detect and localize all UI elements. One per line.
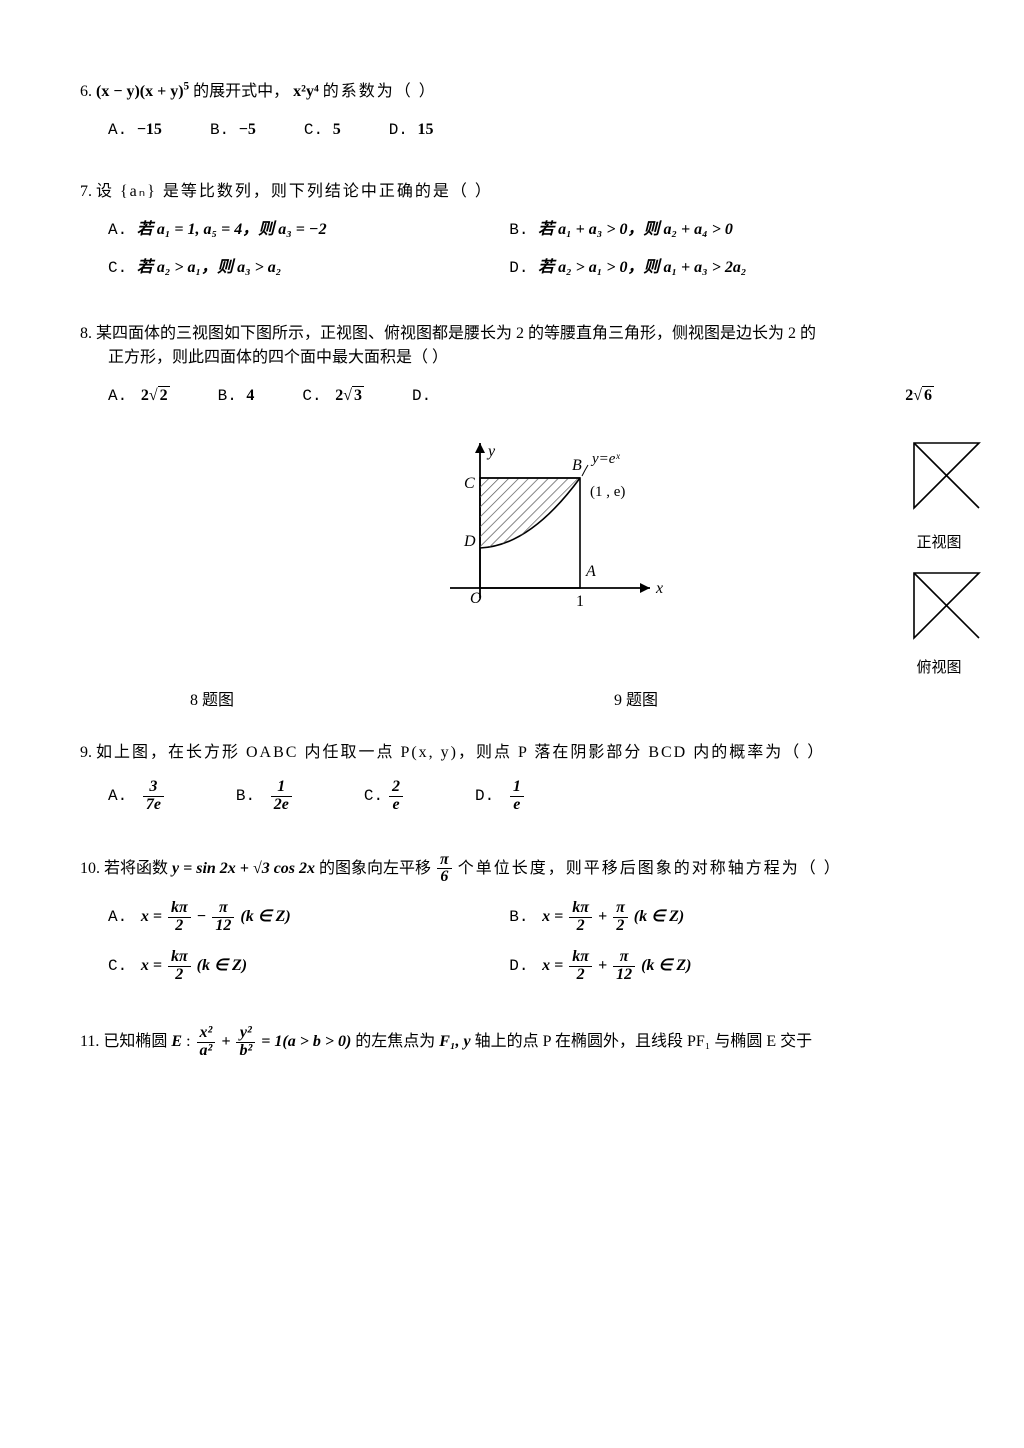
q9-opt-a: A. 37e [108, 779, 166, 814]
q8-options: A. 22 B. 4 C. 23 D. 26 [80, 384, 944, 418]
q11-stem: 11. 已知椭圆 E : x²a² + y²b² = 1(a > b > 0) … [80, 1025, 944, 1060]
lbl-y: y [486, 443, 496, 460]
q8-opt-b: B. 4 [218, 384, 255, 408]
question-11: 11. 已知椭圆 E : x²a² + y²b² = 1(a > b > 0) … [80, 1025, 944, 1060]
q10-post: 个单位长度，则平移后图象的对称轴方程为（ ） [458, 860, 842, 877]
q6-opt-a: A. −15 [108, 118, 162, 142]
q6-post: 的系数为（ ） [323, 83, 437, 100]
q7-opt-b: B. 若 a₁ + a₃ > 0，则 a₂ + a₄ > 0 [509, 218, 910, 242]
q7-opt-d: D. 若 a₂ > a₁ > 0，则 a₁ + a₃ > 2a₂ [509, 256, 910, 280]
q6-opt-c: C. 5 [304, 118, 341, 142]
q8-figure: 正视图 俯视图 [894, 428, 984, 679]
q11-number: 11. [80, 1033, 99, 1050]
q6-exp: 5 [184, 81, 190, 93]
q9-opt-c: C. 2e [364, 779, 405, 814]
q10-opt-c: C. x = kπ2 (k ∈ Z) [108, 949, 509, 984]
question-10: 10. 若将函数 y = sin 2x + √3 cos 2x 的图象向左平移 … [80, 852, 944, 998]
q10-opt-d: D. x = kπ2 + π12 (k ∈ Z) [509, 949, 910, 984]
q7-options: A. 若 a₁ = 1, a₅ = 4，则 a₃ = −2 B. 若 a₁ + … [80, 218, 944, 294]
question-7: 7. 设 {aₙ} 是等比数列，则下列结论中正确的是（ ） A. 若 a₁ = … [80, 180, 944, 294]
q10-opt-a: A. x = kπ2 − π12 (k ∈ Z) [108, 900, 509, 935]
front-view-label: 正视图 [894, 532, 984, 555]
q6-term: x²y⁴ [293, 83, 319, 100]
q8-top-svg [894, 563, 984, 653]
q8-q9-figures: O 1 A B C D y x (1 , e) y=eˣ [80, 428, 944, 679]
q10-stem: 10. 若将函数 y = sin 2x + √3 cos 2x 的图象向左平移 … [80, 852, 944, 887]
lbl-A: A [585, 563, 596, 580]
q9-svg: O 1 A B C D y x (1 , e) y=eˣ [420, 428, 680, 628]
q7-text: 设 {aₙ} 是等比数列，则下列结论中正确的是（ ） [96, 183, 493, 200]
q6-opt-b: B. −5 [210, 118, 256, 142]
lbl-D: D [463, 533, 476, 550]
q7-opt-c: C. 若 a₂ > a₁，则 a₃ > a₂ [108, 256, 509, 280]
figure-captions: 8 题图 9 题图 [80, 689, 944, 713]
lbl-C: C [464, 475, 475, 492]
q8-opt-a: A. 22 [108, 384, 170, 408]
q9-number: 9. [80, 744, 92, 761]
q10-pre: 若将函数 [104, 860, 172, 877]
q8-number: 8. [80, 325, 92, 342]
q10-options: A. x = kπ2 − π12 (k ∈ Z) B. x = kπ2 + π2… [80, 900, 944, 997]
q8-fig-caption: 8 题图 [190, 689, 234, 713]
q8-front-svg [894, 428, 984, 528]
q10-opt-b: B. x = kπ2 + π2 (k ∈ Z) [509, 900, 910, 935]
q9-opt-d: D. 1e [475, 779, 526, 814]
q11-pre: 已知椭圆 [103, 1033, 171, 1050]
q7-stem: 7. 设 {aₙ} 是等比数列，则下列结论中正确的是（ ） [80, 180, 944, 204]
q9-fig-caption: 9 题图 [614, 689, 658, 713]
q8-line2: 正方形，则此四面体的四个面中最大面积是（ ） [80, 346, 944, 370]
q7-opt-a: A. 若 a₁ = 1, a₅ = 4，则 a₃ = −2 [108, 218, 509, 242]
q6-mid: 的展开式中， [193, 83, 289, 100]
q9-text: 如上图，在长方形 OABC 内任取一点 P(x, y)，则点 P 落在阴影部分 … [96, 744, 825, 761]
q8-opt-d-val: 26 [905, 384, 934, 408]
lbl-B: B [572, 457, 582, 474]
lbl-curve: y=eˣ [590, 451, 620, 467]
q8-line1: 某四面体的三视图如下图所示，正视图、俯视图都是腰长为 2 的等腰直角三角形，侧视… [96, 325, 816, 342]
question-6: 6. (x − y)(x + y)5 的展开式中， x²y⁴ 的系数为（ ） A… [80, 80, 944, 152]
lbl-O: O [470, 590, 482, 607]
lbl-1: 1 [576, 593, 584, 610]
q6-expr1: (x − y)(x + y) [96, 83, 184, 100]
q8-opt-c: C. 23 [302, 384, 364, 408]
lbl-pt: (1 , e) [590, 484, 625, 500]
q10-fn: y = sin 2x + √3 cos 2x [172, 860, 315, 877]
q9-opt-b: B. 12e [236, 779, 294, 814]
q6-opt-d: D. 15 [389, 118, 434, 142]
q7-number: 7. [80, 183, 92, 200]
question-9: 9. 如上图，在长方形 OABC 内任取一点 P(x, y)，则点 P 落在阴影… [80, 741, 944, 824]
exam-page: 6. (x − y)(x + y)5 的展开式中， x²y⁴ 的系数为（ ） A… [0, 0, 1024, 1448]
q9-stem: 9. 如上图，在长方形 OABC 内任取一点 P(x, y)，则点 P 落在阴影… [80, 741, 944, 765]
q6-number: 6. [80, 83, 92, 100]
lbl-x: x [655, 580, 663, 597]
q9-figure: O 1 A B C D y x (1 , e) y=eˣ [420, 428, 680, 628]
question-8: 8. 某四面体的三视图如下图所示，正视图、俯视图都是腰长为 2 的等腰直角三角形… [80, 322, 944, 713]
q6-stem: 6. (x − y)(x + y)5 的展开式中， x²y⁴ 的系数为（ ） [80, 80, 944, 104]
q10-mid: 的图象向左平移 [319, 860, 435, 877]
q8-opt-d: D. [412, 384, 441, 408]
q10-number: 10. [80, 860, 100, 877]
q11-E: E [171, 1033, 182, 1050]
q8-stem: 8. 某四面体的三视图如下图所示，正视图、俯视图都是腰长为 2 的等腰直角三角形… [80, 322, 944, 370]
q9-options: A. 37e B. 12e C. 2e D. 1e [80, 779, 944, 824]
q6-options: A. −15 B. −5 C. 5 D. 15 [80, 118, 944, 152]
top-view-label: 俯视图 [894, 657, 984, 680]
